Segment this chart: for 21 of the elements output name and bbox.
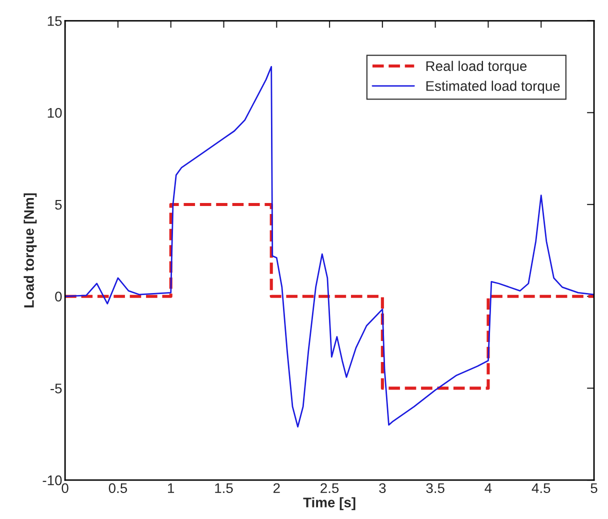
x-axis-title: Time [s] [303,497,356,510]
legend-label: Estimated load torque [426,80,560,94]
y-tick-label: 15 [48,16,62,26]
x-tick-label: 1 [168,483,174,493]
x-tick-label: 4.5 [532,483,550,494]
x-tick-label: 5 [590,483,598,494]
legend-label: Real load torque [426,60,527,74]
x-tick-label: 1.5 [215,483,233,494]
y-tick-label: -5 [50,384,62,394]
x-tick-label: 3.5 [426,483,444,494]
y-tick-label: 0 [55,292,62,302]
y-tick-label: -10 [42,475,62,486]
x-tick-label: 4 [484,483,492,493]
x-tick-label: 0 [62,483,68,494]
x-tick-label: 2.5 [320,483,339,494]
x-tick-label: 3 [379,483,386,494]
y-tick-label: 10 [48,108,62,118]
x-tick-label: 2 [273,483,280,493]
y-axis-title: Load torque [Nm] [24,193,37,308]
y-tick-label: 5 [55,200,62,210]
x-tick-label: 0.5 [108,483,128,494]
